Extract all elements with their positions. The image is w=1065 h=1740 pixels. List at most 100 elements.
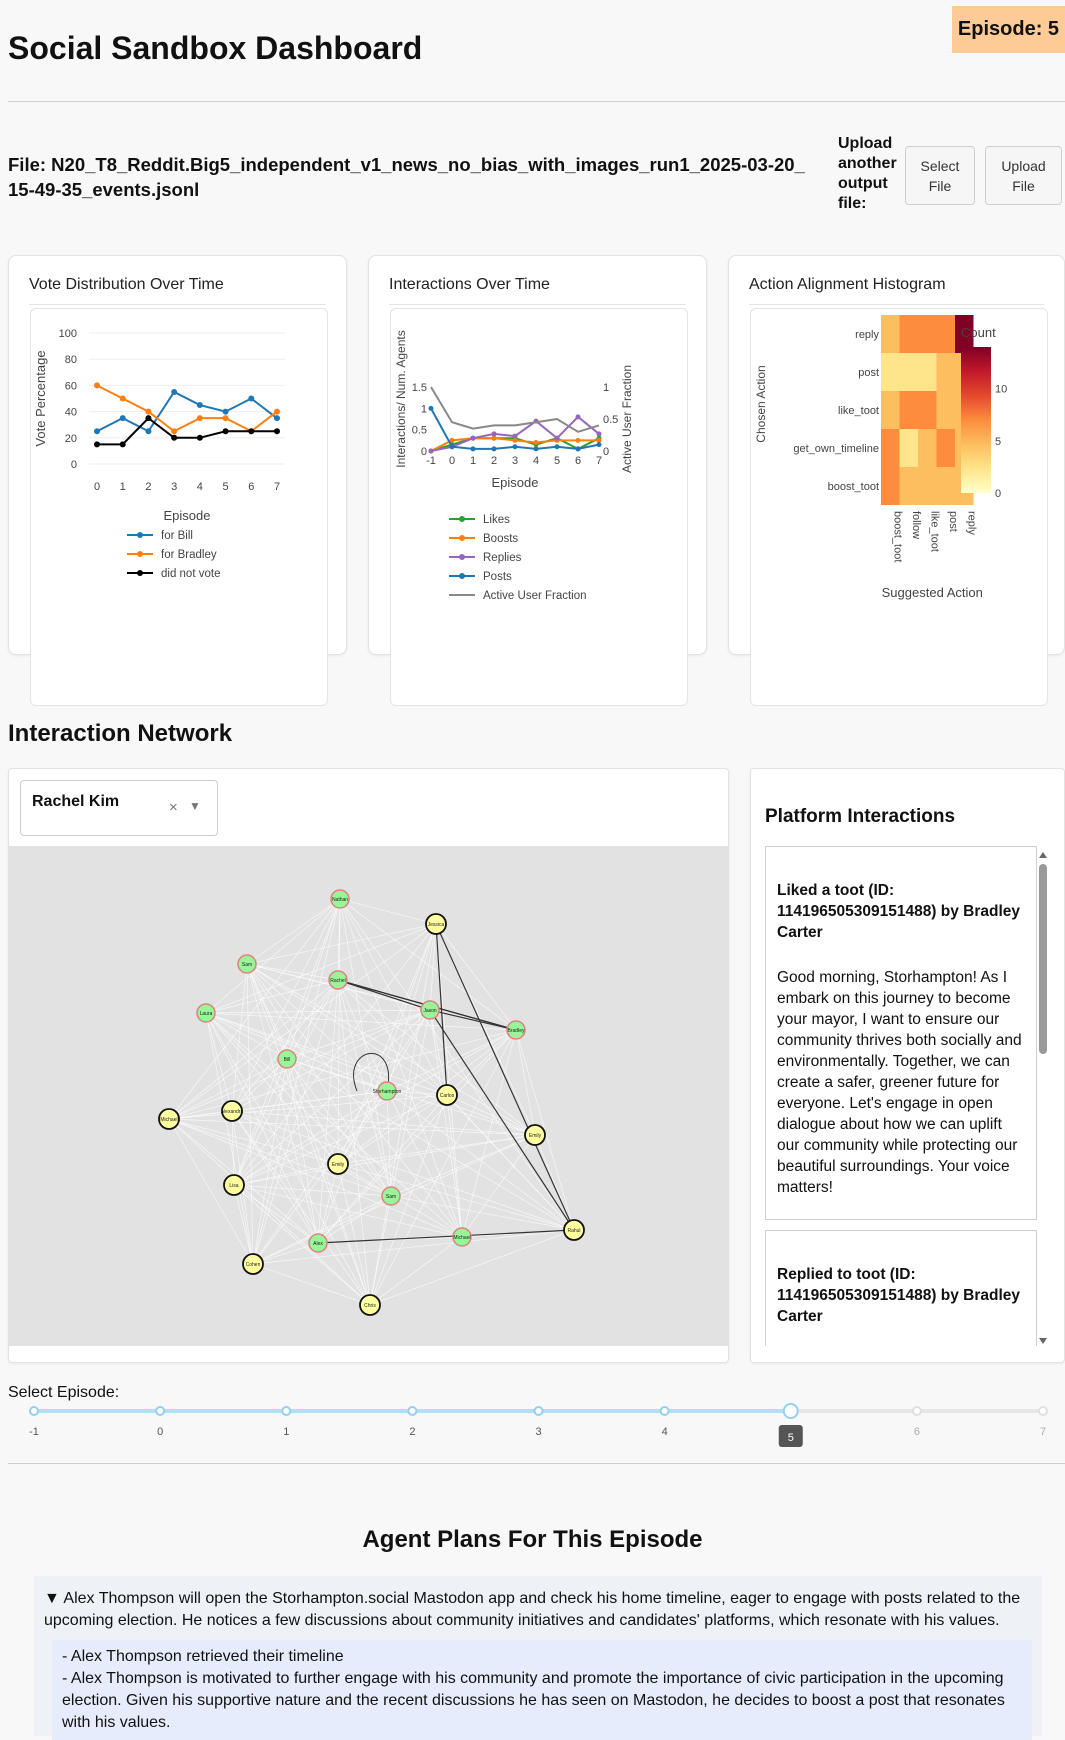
network-edge bbox=[317, 923, 437, 1244]
network-edge bbox=[233, 923, 437, 1186]
chevron-down-icon[interactable]: ▼ bbox=[189, 799, 201, 813]
expand-triangle-icon[interactable]: ▼ bbox=[44, 1590, 64, 1607]
network-node bbox=[196, 1003, 216, 1023]
data-point bbox=[575, 446, 581, 452]
network-edge bbox=[205, 1012, 388, 1092]
heatmap-cell bbox=[918, 315, 937, 353]
plan-details[interactable]: ▼ Alex Thompson will open the Storhampto… bbox=[34, 1576, 1042, 1740]
network-edge bbox=[446, 1094, 463, 1238]
network-edge bbox=[205, 1012, 517, 1031]
network-edge bbox=[205, 1012, 392, 1197]
network-edge bbox=[231, 963, 248, 1112]
network-edge bbox=[205, 1012, 536, 1136]
network-edge bbox=[446, 1094, 575, 1231]
network-edge bbox=[337, 1134, 536, 1165]
network-edge bbox=[233, 1029, 517, 1186]
colorbar bbox=[961, 347, 991, 493]
data-point bbox=[119, 415, 126, 422]
data-point bbox=[94, 428, 100, 435]
y-axis-label: Vote Percentage bbox=[33, 350, 48, 446]
network-edge bbox=[246, 963, 371, 1306]
slider-tick-label: 4 bbox=[662, 1426, 668, 1438]
heatmap-cell bbox=[936, 429, 955, 467]
data-point bbox=[145, 428, 152, 435]
data-point bbox=[222, 415, 229, 422]
network-edge bbox=[246, 923, 437, 965]
network-node bbox=[563, 1219, 585, 1241]
network-edge bbox=[231, 1009, 431, 1112]
network-edge bbox=[337, 979, 388, 1092]
data-point bbox=[145, 415, 152, 422]
heatmap-cell bbox=[936, 315, 955, 353]
y-tick-label: 40 bbox=[65, 407, 77, 419]
platform-title: Platform Interactions bbox=[765, 806, 956, 827]
network-edge bbox=[515, 1029, 536, 1136]
agent-select-value: Rachel Kim bbox=[32, 793, 120, 810]
y-tick-label: 20 bbox=[65, 433, 77, 445]
x-category-label: follow bbox=[910, 511, 922, 539]
network-edge bbox=[369, 1229, 575, 1306]
network-node bbox=[221, 1100, 243, 1122]
data-point bbox=[222, 408, 229, 415]
agent-select-dropdown[interactable]: Rachel Kim × ▼ bbox=[20, 780, 218, 836]
network-node bbox=[308, 1233, 328, 1253]
x-tick-label: 7 bbox=[274, 481, 280, 493]
x-tick-label: 7 bbox=[596, 455, 602, 467]
network-edge bbox=[205, 1012, 233, 1112]
x-category-label: reply bbox=[965, 511, 977, 535]
network-node bbox=[506, 1020, 526, 1040]
episode-slider[interactable]: -1 0 1 2 3 4 5 6 7 bbox=[0, 1395, 1065, 1455]
interactions-card: Interactions Over Time 0 0.5 1 1.5 0 0.5 1 -1 0 1… bbox=[368, 255, 707, 706]
x-axis-label: Episode bbox=[164, 508, 211, 523]
network-edge bbox=[286, 1058, 319, 1244]
select-file-button[interactable]: Select File bbox=[905, 146, 975, 205]
legend-label: Likes bbox=[483, 514, 510, 526]
network-edge bbox=[317, 979, 339, 1244]
network-edge-highlight bbox=[429, 1009, 575, 1231]
network-edge-highlight bbox=[429, 1009, 517, 1031]
network-edge bbox=[168, 1118, 463, 1238]
file-label: File: N20_T8_Reddit.Big5_independent_v1_… bbox=[8, 154, 805, 200]
upload-file-button[interactable]: Upload File bbox=[985, 146, 1062, 205]
x-tick-label: 3 bbox=[512, 455, 518, 467]
y-right-tick-label: 0.5 bbox=[603, 414, 618, 426]
network-edge bbox=[205, 1009, 431, 1014]
y-category-label: post bbox=[858, 367, 879, 379]
network-self-loop bbox=[353, 1052, 390, 1092]
network-canvas[interactable]: Nathan Jessica Sam Rachel Jason Bradley Laura B… bbox=[9, 846, 729, 1346]
heatmap-cell bbox=[918, 429, 937, 467]
heatmap-cell bbox=[899, 315, 918, 353]
slider-divider bbox=[8, 1463, 1065, 1464]
data-point bbox=[470, 435, 476, 441]
data-point bbox=[512, 433, 518, 439]
network-edge bbox=[286, 1009, 431, 1060]
network-edge bbox=[446, 1094, 536, 1136]
network-edge bbox=[252, 1058, 288, 1265]
platform-scrollbar[interactable] bbox=[1037, 850, 1049, 1346]
network-graph[interactable]: Nathan Jessica Sam Rachel Jason Bradley Laura B… bbox=[9, 846, 729, 1346]
data-point bbox=[94, 382, 100, 389]
heatmap-cell bbox=[881, 467, 900, 505]
slider-dot bbox=[29, 1406, 39, 1416]
network-edge bbox=[252, 1090, 388, 1265]
network-edge bbox=[390, 1009, 431, 1197]
network-node bbox=[377, 1081, 397, 1101]
data-point bbox=[428, 448, 434, 454]
network-edge bbox=[168, 923, 437, 1120]
network-edge bbox=[339, 898, 437, 925]
legend-marker bbox=[459, 516, 465, 522]
y-tick-label: 1.5 bbox=[412, 382, 427, 394]
network-edge bbox=[168, 1118, 392, 1197]
platform-item-body: Good morning, Storhampton! As I embark o… bbox=[777, 969, 1022, 1196]
plan-summary[interactable]: ▼ Alex Thompson will open the Storhampto… bbox=[44, 1590, 1021, 1629]
network-edge bbox=[205, 1012, 254, 1265]
clear-icon[interactable]: × bbox=[169, 799, 178, 816]
network-node-label: Bradley bbox=[508, 1028, 525, 1034]
network-edge bbox=[515, 1029, 575, 1231]
network-node bbox=[452, 1227, 472, 1247]
data-point bbox=[533, 446, 539, 452]
x-category-label: post bbox=[947, 511, 959, 532]
heatmap-cell bbox=[955, 315, 974, 353]
y-tick-label: 100 bbox=[59, 328, 77, 340]
platform-list[interactable]: Liked a toot (ID: 114196505309151488) by… bbox=[765, 846, 1043, 1346]
